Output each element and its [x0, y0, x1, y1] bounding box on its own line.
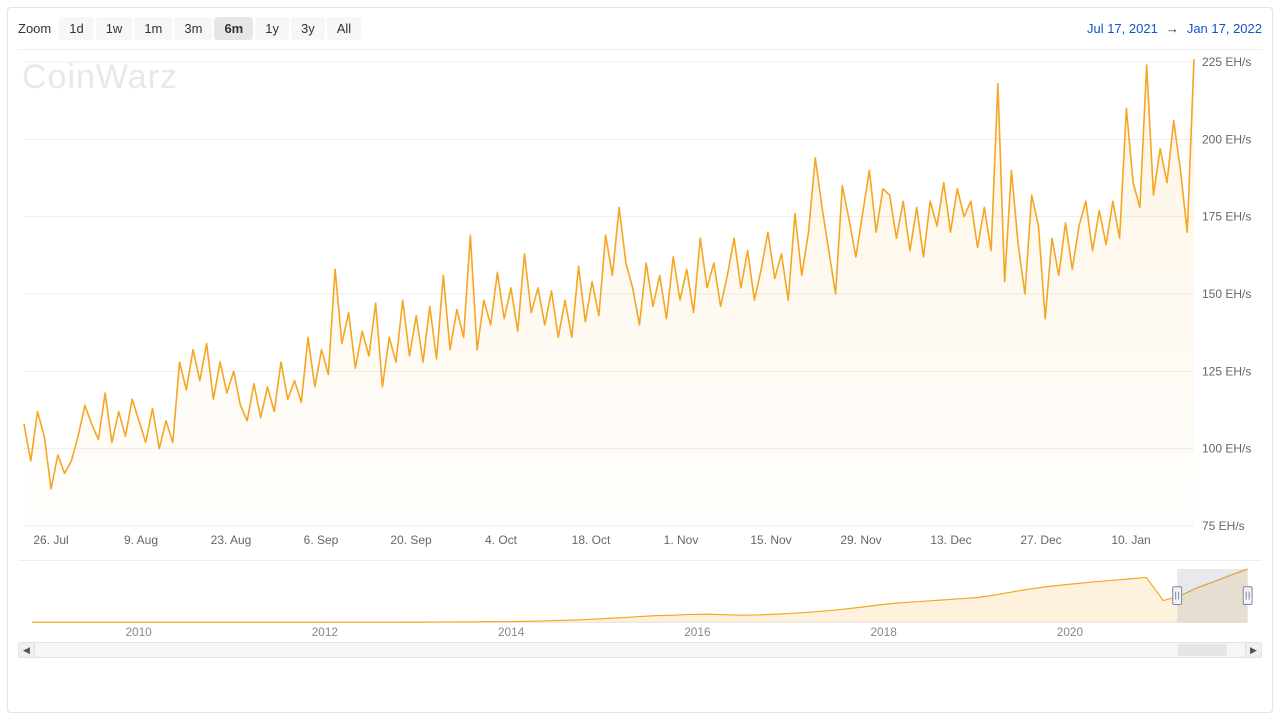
svg-text:29. Nov: 29. Nov — [840, 533, 881, 547]
svg-text:2016: 2016 — [684, 625, 711, 639]
range-1m-button[interactable]: 1m — [134, 17, 172, 40]
svg-text:23. Aug: 23. Aug — [211, 533, 252, 547]
svg-text:26. Jul: 26. Jul — [33, 533, 68, 547]
svg-text:15. Nov: 15. Nov — [750, 533, 791, 547]
svg-text:2012: 2012 — [312, 625, 338, 639]
range-1y-button[interactable]: 1y — [255, 17, 289, 40]
range-all-button[interactable]: All — [327, 17, 361, 40]
svg-text:150 EH/s: 150 EH/s — [1202, 287, 1251, 301]
svg-text:125 EH/s: 125 EH/s — [1202, 364, 1251, 378]
svg-text:2014: 2014 — [498, 625, 525, 639]
navigator-chart[interactable]: 2010 2012 2014 2016 2018 2020 — [18, 560, 1262, 640]
range-3y-button[interactable]: 3y — [291, 17, 325, 40]
scrollbar-thumb[interactable] — [1178, 644, 1226, 656]
main-chart-area[interactable]: 75 EH/s 100 EH/s 125 EH/s 150 EH/s 175 EH/s 2… — [18, 56, 1262, 554]
scroll-left-icon[interactable]: ◀ — [19, 643, 35, 657]
navigator-handle[interactable] — [1243, 587, 1252, 605]
svg-text:18. Oct: 18. Oct — [572, 533, 611, 547]
range-1w-button[interactable]: 1w — [96, 17, 133, 40]
svg-text:2020: 2020 — [1057, 625, 1084, 639]
date-to-input[interactable]: Jan 17, 2022 — [1187, 21, 1262, 36]
svg-text:225 EH/s: 225 EH/s — [1202, 56, 1251, 69]
zoom-toolbar: Zoom 1d1w1m3m6m1y3yAll Jul 17, 2021 → Ja… — [18, 16, 1262, 50]
chart-container: Zoom 1d1w1m3m6m1y3yAll Jul 17, 2021 → Ja… — [7, 7, 1273, 713]
range-1d-button[interactable]: 1d — [59, 17, 93, 40]
range-3m-button[interactable]: 3m — [174, 17, 212, 40]
svg-text:10. Jan: 10. Jan — [1111, 533, 1150, 547]
svg-text:1. Nov: 1. Nov — [664, 533, 699, 547]
svg-text:2010: 2010 — [125, 625, 152, 639]
scroll-right-icon[interactable]: ▶ — [1245, 643, 1261, 657]
svg-text:175 EH/s: 175 EH/s — [1202, 210, 1251, 224]
date-from-input[interactable]: Jul 17, 2021 — [1087, 21, 1158, 36]
arrow-right-icon: → — [1166, 21, 1179, 36]
svg-text:4. Oct: 4. Oct — [485, 533, 518, 547]
svg-text:75 EH/s: 75 EH/s — [1202, 519, 1245, 533]
scrollbar-track[interactable]: ◀ ▶ — [18, 642, 1262, 658]
range-6m-button[interactable]: 6m — [214, 17, 253, 40]
svg-text:200 EH/s: 200 EH/s — [1202, 132, 1251, 146]
zoom-label: Zoom — [18, 21, 51, 36]
svg-text:6. Sep: 6. Sep — [304, 533, 339, 547]
svg-text:100 EH/s: 100 EH/s — [1202, 442, 1251, 456]
svg-text:27. Dec: 27. Dec — [1020, 533, 1061, 547]
svg-text:9. Aug: 9. Aug — [124, 533, 158, 547]
svg-text:13. Dec: 13. Dec — [930, 533, 971, 547]
svg-text:2018: 2018 — [870, 625, 897, 639]
navigator-handle[interactable] — [1173, 587, 1182, 605]
svg-text:20. Sep: 20. Sep — [390, 533, 432, 547]
